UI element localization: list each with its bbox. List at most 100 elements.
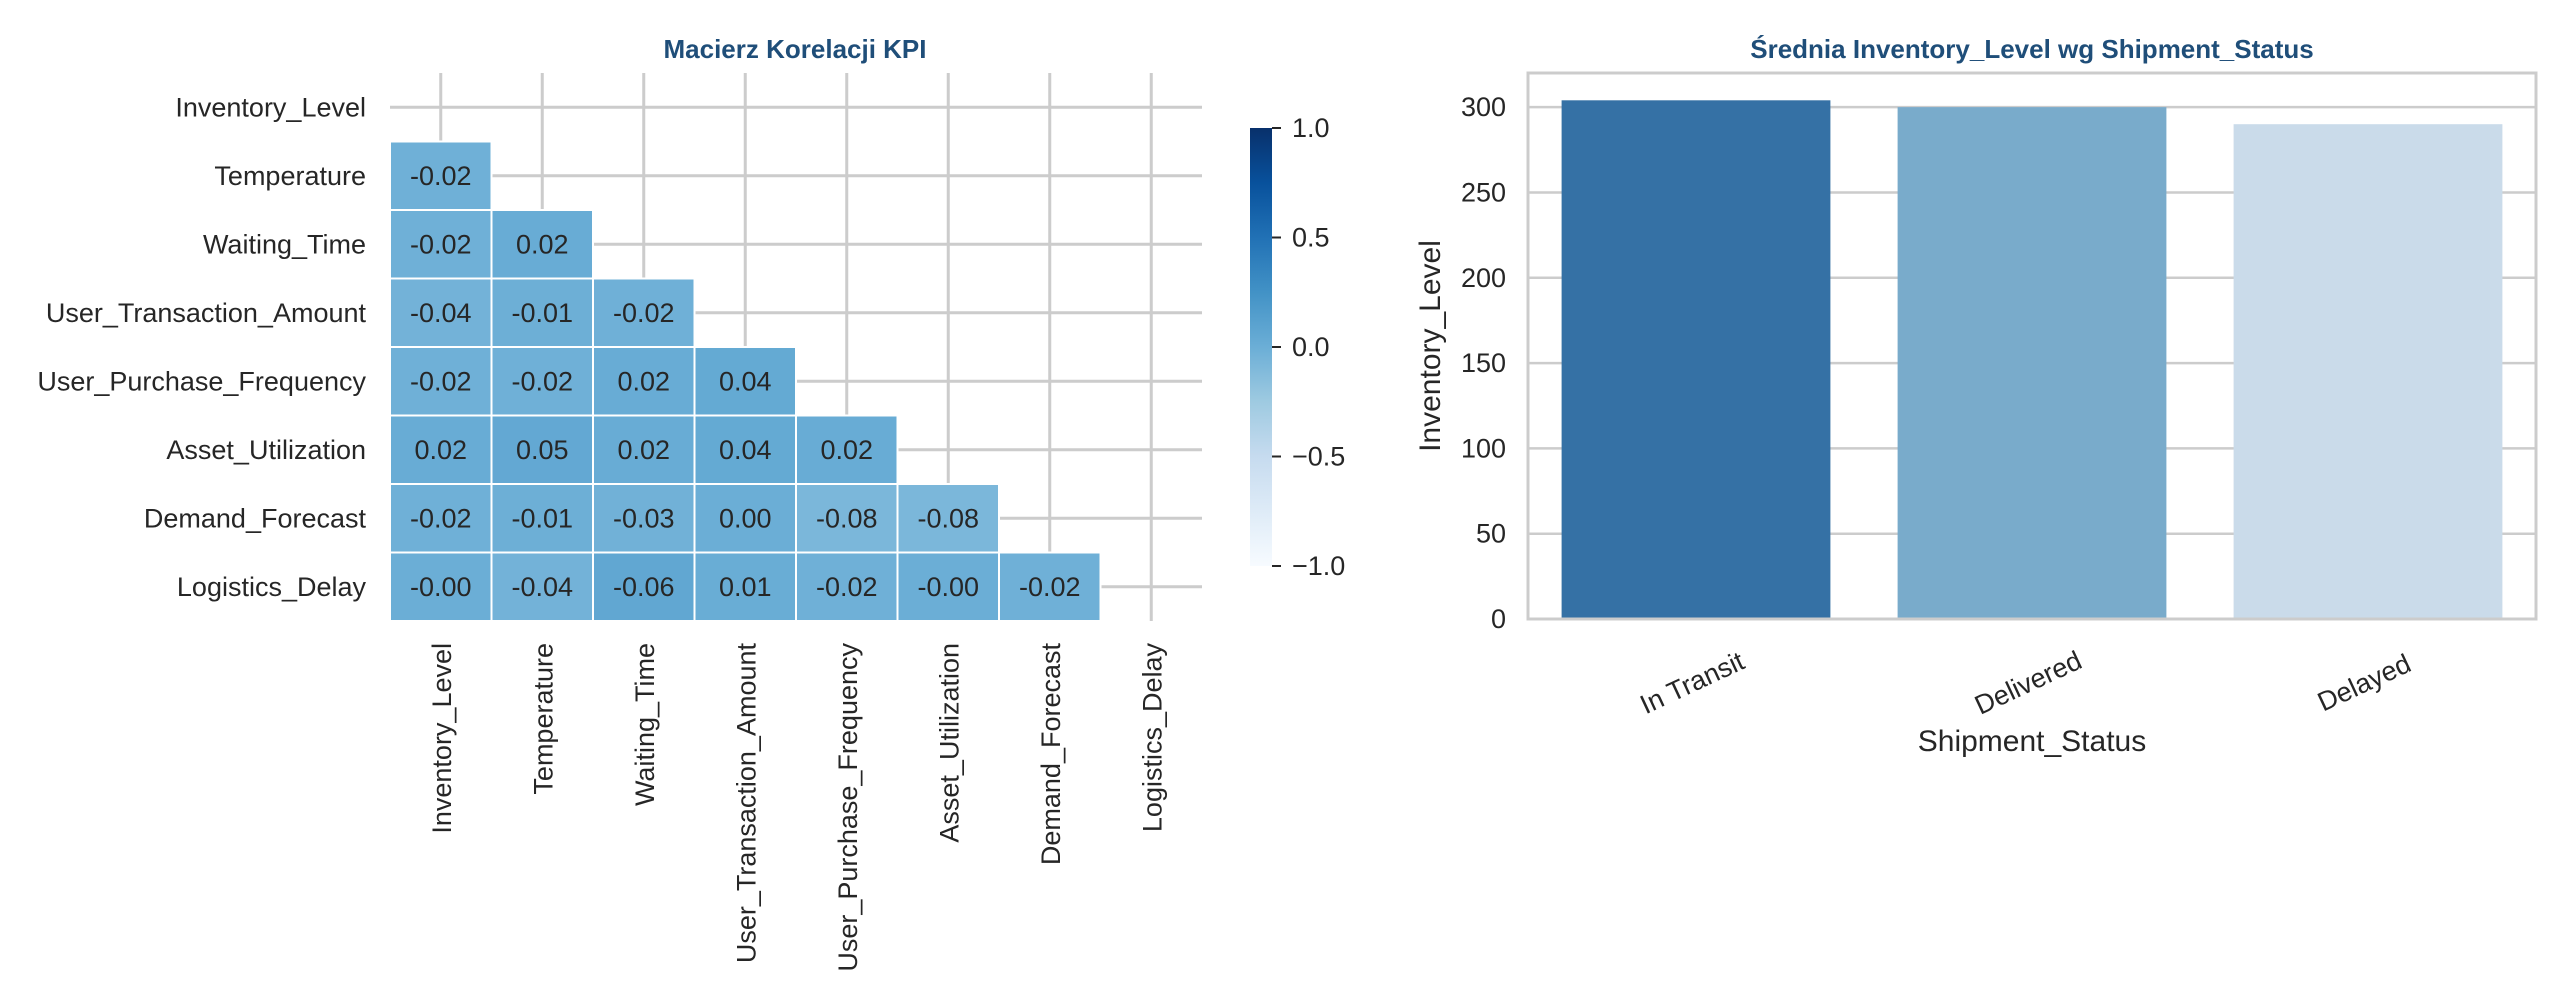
heatmap-cell-label: -0.03 — [613, 503, 675, 533]
y-tick-label: 300 — [1461, 92, 1506, 122]
x-tick-label-delivered: Delivered — [1970, 645, 2086, 720]
heatmap-cell-fill — [693, 346, 797, 417]
column-label-temperature: Temperature — [528, 643, 558, 795]
x-tick-label-in-transit: In Transit — [1636, 646, 1750, 720]
bar-chart-x-ticks: In Transit Delivered Delayed — [1636, 645, 2416, 720]
heatmap-cell-label: -0.00 — [917, 572, 979, 602]
y-tick-label: 200 — [1461, 263, 1506, 293]
heatmap-cell: -0.00 — [896, 551, 1000, 622]
heatmap-cell: 0.04 — [693, 346, 797, 417]
bar-chart-title: Średnia Inventory_Level wg Shipment_Stat… — [1750, 34, 2313, 64]
heatmap-cell-label: -0.01 — [511, 298, 573, 328]
heatmap-cell: -0.04 — [490, 551, 594, 622]
column-label-waiting-time: Waiting_Time — [630, 643, 660, 806]
heatmap-cell: -0.01 — [490, 483, 594, 554]
heatmap-cell-label: 0.02 — [820, 435, 873, 465]
heatmap-cell: -0.00 — [389, 551, 493, 622]
heatmap-cell-label: 0.01 — [719, 572, 772, 602]
heatmap-cell: -0.02 — [490, 346, 594, 417]
heatmap-cell-fill — [389, 551, 493, 622]
heatmap-cell-label: -0.02 — [410, 503, 472, 533]
heatmap-cell-fill — [896, 483, 1000, 554]
heatmap-cell: 0.04 — [693, 414, 797, 485]
heatmap-cell-label: -0.06 — [613, 572, 675, 602]
colorbar-tick-label: 1.0 — [1292, 113, 1330, 143]
heatmap-cell-label: 0.04 — [719, 366, 772, 396]
heatmap-cell-fill — [693, 414, 797, 485]
heatmap-cell: 0.01 — [693, 551, 797, 622]
heatmap-cell-fill — [389, 209, 493, 280]
heatmap-cell-label: -0.04 — [410, 298, 472, 328]
heatmap-cell-fill — [592, 483, 696, 554]
heatmap-cell: 0.02 — [389, 414, 493, 485]
colorbar: 1.0 0.5 0.0 −0.5 −1.0 — [1250, 113, 1345, 581]
row-label-temperature: Temperature — [214, 161, 366, 191]
column-label-inventory-level: Inventory_Level — [427, 643, 457, 834]
heatmap-cell-fill — [795, 414, 899, 485]
heatmap-cell-label: 0.04 — [719, 435, 772, 465]
row-label-user-transaction-amount: User_Transaction_Amount — [46, 298, 367, 328]
colorbar-tick-label: 0.5 — [1292, 223, 1330, 253]
heatmap-cell-label: -0.02 — [816, 572, 878, 602]
heatmap-cell-fill — [490, 551, 594, 622]
heatmap-cell-label: -0.01 — [511, 503, 573, 533]
heatmap-cells: -0.02 -0.02 0.02 -0.04 -0.01 -0.02 -0.02 -0.02 0… — [389, 140, 1102, 622]
column-label-demand-forecast: Demand_Forecast — [1036, 643, 1066, 866]
row-label-waiting-time: Waiting_Time — [203, 229, 366, 259]
heatmap-cell: -0.01 — [490, 277, 594, 348]
heatmap-cell-label: -0.08 — [917, 503, 979, 533]
heatmap-cell-label: -0.02 — [613, 298, 675, 328]
heatmap-cell-label: -0.02 — [511, 366, 573, 396]
colorbar-tick-label: −0.5 — [1292, 442, 1345, 472]
heatmap-cell-label: -0.02 — [410, 229, 472, 259]
heatmap-cell-label: 0.02 — [617, 366, 670, 396]
heatmap-cell-fill — [592, 551, 696, 622]
heatmap-cell-fill — [389, 483, 493, 554]
heatmap-cell-label: 0.02 — [617, 435, 670, 465]
inventory-bar-chart: Średnia Inventory_Level wg Shipment_Stat… — [1414, 34, 2538, 758]
y-tick-label: 150 — [1461, 348, 1506, 378]
row-label-user-purchase-frequency: User_Purchase_Frequency — [37, 366, 366, 396]
heatmap-cell-label: -0.02 — [410, 366, 472, 396]
heatmap-title: Macierz Korelacji KPI — [664, 34, 927, 64]
heatmap-cell-fill — [693, 483, 797, 554]
bar-in-transit — [1561, 100, 1831, 620]
heatmap-cell: -0.02 — [592, 277, 696, 348]
heatmap-cell: -0.06 — [592, 551, 696, 622]
heatmap-cell-label: -0.02 — [1019, 572, 1081, 602]
colorbar-gradient — [1250, 128, 1272, 566]
heatmap-cell: -0.02 — [389, 140, 493, 211]
heatmap-cell-fill — [592, 277, 696, 348]
bar-delivered — [1897, 107, 2167, 619]
heatmap-cell-fill — [998, 551, 1102, 622]
column-label-user-purchase-frequency: User_Purchase_Frequency — [833, 643, 863, 972]
bar-chart-y-ticks: 0 50 100 150 200 250 300 — [1461, 92, 1506, 634]
colorbar-ticks: 1.0 0.5 0.0 −0.5 −1.0 — [1272, 113, 1345, 581]
heatmap-cell-fill — [490, 414, 594, 485]
heatmap-cell-label: -0.02 — [410, 161, 472, 191]
heatmap-cell-label: 0.02 — [516, 229, 569, 259]
bar-chart-bars — [1561, 100, 2503, 620]
y-tick-label: 250 — [1461, 177, 1506, 207]
heatmap-cell: 0.02 — [490, 209, 594, 280]
correlation-heatmap: Macierz Korelacji KPI -0.02-0.02 0.02-0.0… — [37, 34, 1345, 972]
heatmap-row-labels: Inventory_Level Temperature Waiting_Time Us… — [37, 92, 366, 602]
heatmap-cell: 0.02 — [795, 414, 899, 485]
row-label-asset-utilization: Asset_Utilization — [166, 435, 366, 465]
column-label-user-transaction-amount: User_Transaction_Amount — [731, 643, 761, 964]
bar-delayed — [2233, 124, 2503, 619]
heatmap-cell-fill — [389, 277, 493, 348]
heatmap-cell-fill — [795, 551, 899, 622]
heatmap-cell-fill — [896, 551, 1000, 622]
heatmap-cell: 0.00 — [693, 483, 797, 554]
heatmap-cell: -0.02 — [795, 551, 899, 622]
y-tick-label: 0 — [1491, 604, 1506, 634]
column-label-logistics-delay: Logistics_Delay — [1137, 643, 1167, 833]
heatmap-cell-fill — [490, 346, 594, 417]
heatmap-cell: -0.08 — [896, 483, 1000, 554]
heatmap-cell-fill — [490, 277, 594, 348]
heatmap-cell-label: -0.08 — [816, 503, 878, 533]
row-label-demand-forecast: Demand_Forecast — [144, 503, 367, 533]
y-tick-label: 50 — [1476, 519, 1506, 549]
